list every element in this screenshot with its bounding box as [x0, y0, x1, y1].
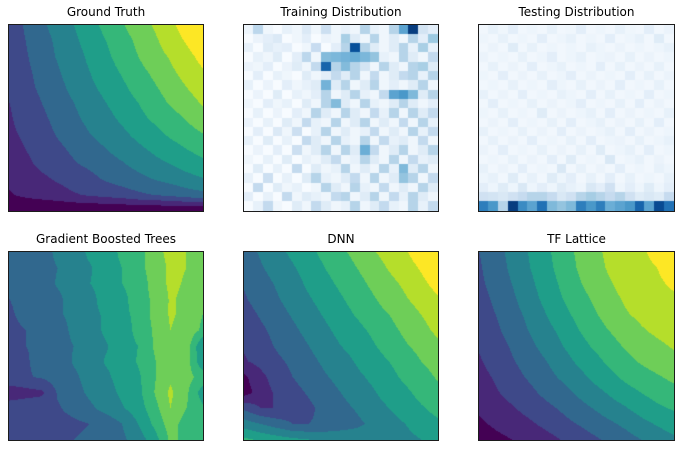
- ground-truth-title: Ground Truth: [66, 5, 146, 19]
- gradient-boosted-trees-contour-canvas: [9, 252, 203, 440]
- subplot-tf-lattice: [478, 251, 675, 441]
- tf-lattice-title: TF Lattice: [547, 232, 606, 246]
- training-distribution-title: Training Distribution: [280, 5, 402, 19]
- gradient-boosted-trees-title: Gradient Boosted Trees: [36, 232, 176, 246]
- testing-distribution-title: Testing Distribution: [518, 5, 635, 19]
- subplot-ground-truth: [8, 24, 204, 212]
- subplot-training-distribution: [243, 24, 439, 212]
- testing-distribution-heatmap-canvas: [479, 25, 674, 211]
- dnn-title: DNN: [327, 232, 355, 246]
- subplot-testing-distribution: [478, 24, 675, 212]
- tf-lattice-contour-canvas: [479, 252, 674, 440]
- subplot-gradient-boosted-trees: [8, 251, 204, 441]
- ground-truth-contour-canvas: [9, 25, 203, 211]
- subplot-dnn: [243, 251, 439, 441]
- dnn-contour-canvas: [244, 252, 438, 440]
- training-distribution-heatmap-canvas: [244, 25, 438, 211]
